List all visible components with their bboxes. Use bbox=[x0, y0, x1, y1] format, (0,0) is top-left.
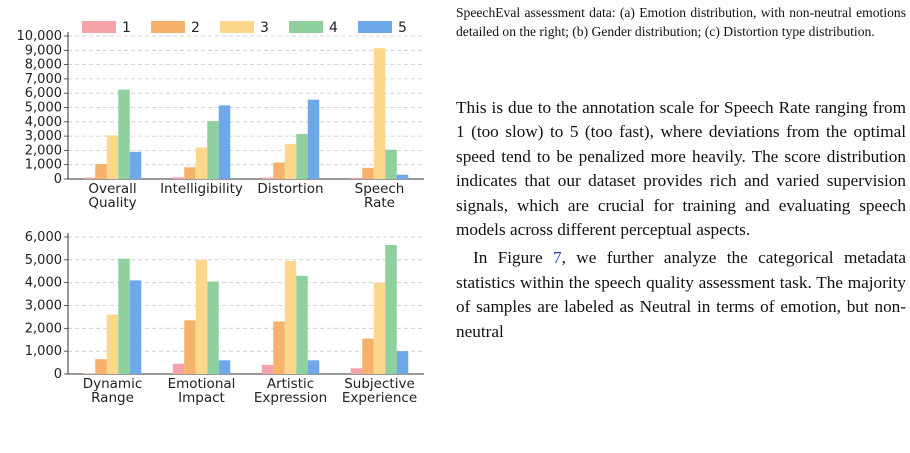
legend-label: 4 bbox=[329, 20, 338, 36]
bar-5 bbox=[396, 351, 409, 374]
bar-2 bbox=[273, 162, 285, 179]
bar-2 bbox=[95, 163, 107, 179]
bar-5 bbox=[129, 151, 142, 179]
y-tick-label: 4,000 bbox=[25, 115, 62, 130]
y-tick-label: 10,000 bbox=[17, 29, 63, 44]
y-tick-label: 6,000 bbox=[25, 86, 62, 101]
bar-4 bbox=[207, 121, 219, 179]
bar-1 bbox=[350, 177, 363, 179]
bar-1 bbox=[261, 177, 274, 179]
bar-2 bbox=[184, 320, 196, 374]
bar-5 bbox=[218, 360, 231, 374]
bar-3 bbox=[373, 48, 386, 179]
legend-swatch bbox=[82, 21, 116, 33]
legend-swatch bbox=[151, 21, 185, 33]
bar-5 bbox=[396, 174, 409, 179]
bar-3 bbox=[195, 147, 208, 179]
bar-1 bbox=[350, 368, 363, 374]
bar-4 bbox=[385, 149, 397, 179]
legend-swatch bbox=[220, 21, 254, 33]
paragraph-1: This is due to the annotation scale for … bbox=[456, 98, 906, 240]
y-tick-label: 5,000 bbox=[25, 253, 62, 268]
paragraph-2-rest: , we further analyze the categorical met… bbox=[456, 248, 906, 341]
category-label: Dynamic Range bbox=[83, 376, 143, 406]
bar-2 bbox=[362, 338, 374, 374]
bar-2 bbox=[184, 167, 196, 179]
figure-reference-link[interactable]: 7 bbox=[553, 248, 562, 268]
bar-3 bbox=[106, 135, 119, 179]
y-tick-label: 0 bbox=[54, 172, 62, 187]
y-tick-label: 3,000 bbox=[25, 129, 62, 144]
bar-5 bbox=[218, 105, 231, 179]
bar-1 bbox=[172, 363, 185, 374]
bar-4 bbox=[207, 281, 219, 374]
y-tick-label: 5,000 bbox=[25, 101, 62, 116]
bar-2 bbox=[273, 321, 285, 374]
bar-3 bbox=[195, 259, 208, 374]
bar-2 bbox=[95, 359, 107, 374]
paragraph-2: In Figure 7, we further analyze the cate… bbox=[456, 246, 906, 344]
category-label: Speech Rate bbox=[355, 181, 405, 211]
y-tick-label: 2,000 bbox=[25, 143, 62, 158]
bar-1 bbox=[172, 177, 185, 179]
category-label: Emotional Impact bbox=[168, 376, 236, 406]
y-tick-label: 1,000 bbox=[25, 158, 62, 173]
chart-1: 01,0002,0003,0004,0005,0006,0007,0008,00… bbox=[17, 20, 424, 211]
y-tick-label: 8,000 bbox=[25, 58, 62, 73]
y-tick-label: 6,000 bbox=[25, 230, 62, 245]
y-tick-label: 7,000 bbox=[25, 72, 62, 87]
bar-3 bbox=[284, 143, 297, 179]
legend-label: 1 bbox=[122, 20, 131, 36]
legend-label: 2 bbox=[191, 20, 200, 36]
text-column: SpeechEval assessment data: (a) Emotion … bbox=[456, 0, 906, 344]
bar-1 bbox=[83, 177, 96, 179]
y-tick-label: 0 bbox=[54, 367, 62, 382]
category-label: Overall Quality bbox=[88, 181, 136, 211]
legend-swatch bbox=[289, 21, 323, 33]
bar-1 bbox=[261, 364, 274, 374]
bar-2 bbox=[362, 167, 374, 179]
y-tick-label: 4,000 bbox=[25, 276, 62, 291]
category-label: Distortion bbox=[257, 181, 323, 197]
bar-3 bbox=[284, 260, 297, 374]
paragraph-2-start: In Figure bbox=[473, 248, 553, 268]
bar-4 bbox=[296, 133, 308, 179]
bar-charts: 01,0002,0003,0004,0005,0006,0007,0008,00… bbox=[17, 20, 424, 406]
legend: 1 2 3 4 5 bbox=[82, 20, 407, 36]
bar-4 bbox=[118, 89, 130, 179]
category-label: Intelligibility bbox=[160, 181, 243, 197]
category-label: Subjective Experience bbox=[342, 376, 417, 406]
chart-2: 0 1,000 2,000 3,000 4,000 5,000 6,000 Dynamic Ra… bbox=[25, 230, 424, 406]
bar-5 bbox=[307, 99, 320, 179]
y-tick-label: 2,000 bbox=[25, 321, 62, 336]
bar-3 bbox=[373, 282, 386, 374]
y-tick-label: 1,000 bbox=[25, 344, 62, 359]
legend-label: 5 bbox=[398, 20, 407, 36]
legend-swatch bbox=[358, 21, 392, 33]
figure-caption: SpeechEval assessment data: (a) Emotion … bbox=[456, 5, 906, 39]
figure-charts: 0 1,000 2,000 3,000 4,000 5,000 6,000 7,000 8,00… bbox=[0, 0, 430, 453]
y-tick-label: 3,000 bbox=[25, 299, 62, 314]
bar-4 bbox=[118, 258, 130, 374]
y-tick-label: 9,000 bbox=[25, 43, 62, 58]
bar-3 bbox=[106, 314, 119, 374]
bar-4 bbox=[296, 275, 308, 374]
category-label: Artistic Expression bbox=[254, 376, 327, 406]
bar-5 bbox=[129, 280, 142, 374]
bar-5 bbox=[307, 360, 320, 374]
bar-4 bbox=[385, 244, 397, 374]
legend-label: 3 bbox=[260, 20, 269, 36]
